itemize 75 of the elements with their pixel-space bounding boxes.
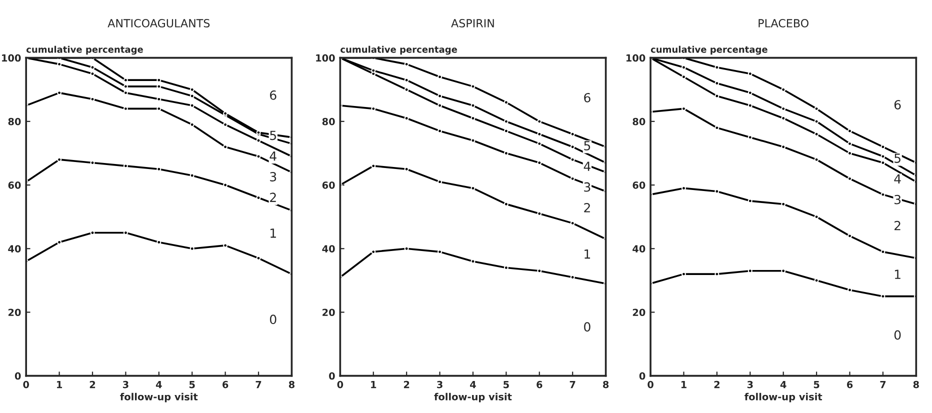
y-tick-label: 60: [322, 182, 335, 189]
x-tick-label: 4: [156, 380, 162, 388]
x-tick-label: 3: [122, 380, 128, 388]
x-tick-label: 7: [570, 380, 576, 388]
annotation: 6: [584, 92, 590, 102]
annotation: 4: [584, 162, 590, 171]
y-tick-label: 20: [8, 308, 21, 316]
annotation: 5: [894, 154, 900, 163]
annotation: 5: [270, 130, 276, 140]
annotation: 5: [584, 141, 590, 150]
x-tick-label: 0: [23, 380, 30, 388]
annotation: 4: [270, 152, 276, 161]
x-tick-label: 0: [648, 380, 654, 388]
y-axis-title: cumulative percentage: [650, 46, 768, 55]
x-axis-title: follow-up visit: [744, 392, 822, 402]
y-tick-label: 40: [8, 245, 21, 252]
y-tick-label: 80: [322, 118, 335, 126]
x-tick-label: 2: [404, 380, 410, 388]
annotation: 1: [894, 270, 900, 279]
x-tick-label: 3: [747, 380, 753, 388]
y-tick-label: 80: [8, 118, 21, 126]
y-tick-label: 100: [2, 54, 21, 62]
x-tick-label: 0: [337, 380, 344, 388]
x-tick-label: 2: [90, 380, 96, 388]
y-tick-label: 80: [632, 118, 646, 126]
annotation: 3: [894, 194, 901, 204]
y-tick-label: 20: [322, 308, 335, 316]
annotation: 6: [270, 90, 276, 100]
x-tick-label: 6: [222, 380, 228, 388]
x-tick-label: 4: [780, 380, 786, 388]
x-tick-label: 5: [814, 380, 820, 388]
annotation: 2: [894, 220, 900, 230]
x-tick-label: 5: [504, 380, 509, 388]
x-tick-label: 1: [57, 380, 62, 388]
annotation: 0: [270, 314, 276, 324]
y-tick-label: 0: [329, 372, 335, 380]
y-tick-label: 40: [632, 245, 646, 252]
y-tick-label: 60: [8, 182, 21, 189]
y-tick-label: 100: [626, 54, 646, 62]
x-tick-label: 4: [470, 380, 476, 388]
annotation: 3: [584, 182, 590, 192]
x-tick-label: 7: [256, 380, 262, 388]
x-tick-label: 8: [913, 380, 919, 388]
y-axis-title: cumulative percentage: [340, 46, 458, 55]
y-tick-label: 20: [632, 308, 646, 316]
chart-title: ASPIRIN: [451, 19, 494, 28]
y-tick-label: 40: [322, 245, 335, 252]
annotation: 0: [584, 322, 590, 332]
x-tick-label: 2: [714, 380, 720, 388]
y-tick-label: 0: [639, 372, 646, 380]
annotation: 6: [894, 100, 901, 110]
x-tick-label: 6: [846, 380, 853, 388]
x-axis-title: follow-up visit: [120, 392, 198, 402]
x-tick-label: 1: [681, 380, 686, 388]
y-tick-label: 0: [14, 372, 21, 380]
annotation: 1: [270, 228, 276, 238]
x-tick-label: 8: [288, 380, 294, 388]
y-tick-label: 60: [632, 182, 646, 189]
x-tick-label: 6: [536, 380, 542, 388]
x-tick-label: 1: [371, 380, 376, 388]
annotation: 3: [270, 172, 276, 182]
annotation: 0: [894, 330, 901, 340]
x-tick-label: 3: [437, 380, 442, 388]
chart-title: PLACEBO: [758, 19, 808, 28]
y-tick-label: 100: [316, 54, 335, 62]
x-axis-title: follow-up visit: [434, 392, 512, 402]
annotation: 1: [584, 249, 590, 259]
x-tick-label: 7: [880, 380, 886, 388]
x-tick-label: 5: [189, 380, 195, 388]
x-tick-label: 8: [603, 380, 609, 388]
y-axis-title: cumulative percentage: [26, 46, 143, 55]
annotation: 4: [894, 174, 901, 184]
chart-title: ANTICOAGULANTS: [108, 19, 210, 28]
annotation: 2: [584, 202, 590, 212]
annotation: 2: [270, 192, 276, 202]
